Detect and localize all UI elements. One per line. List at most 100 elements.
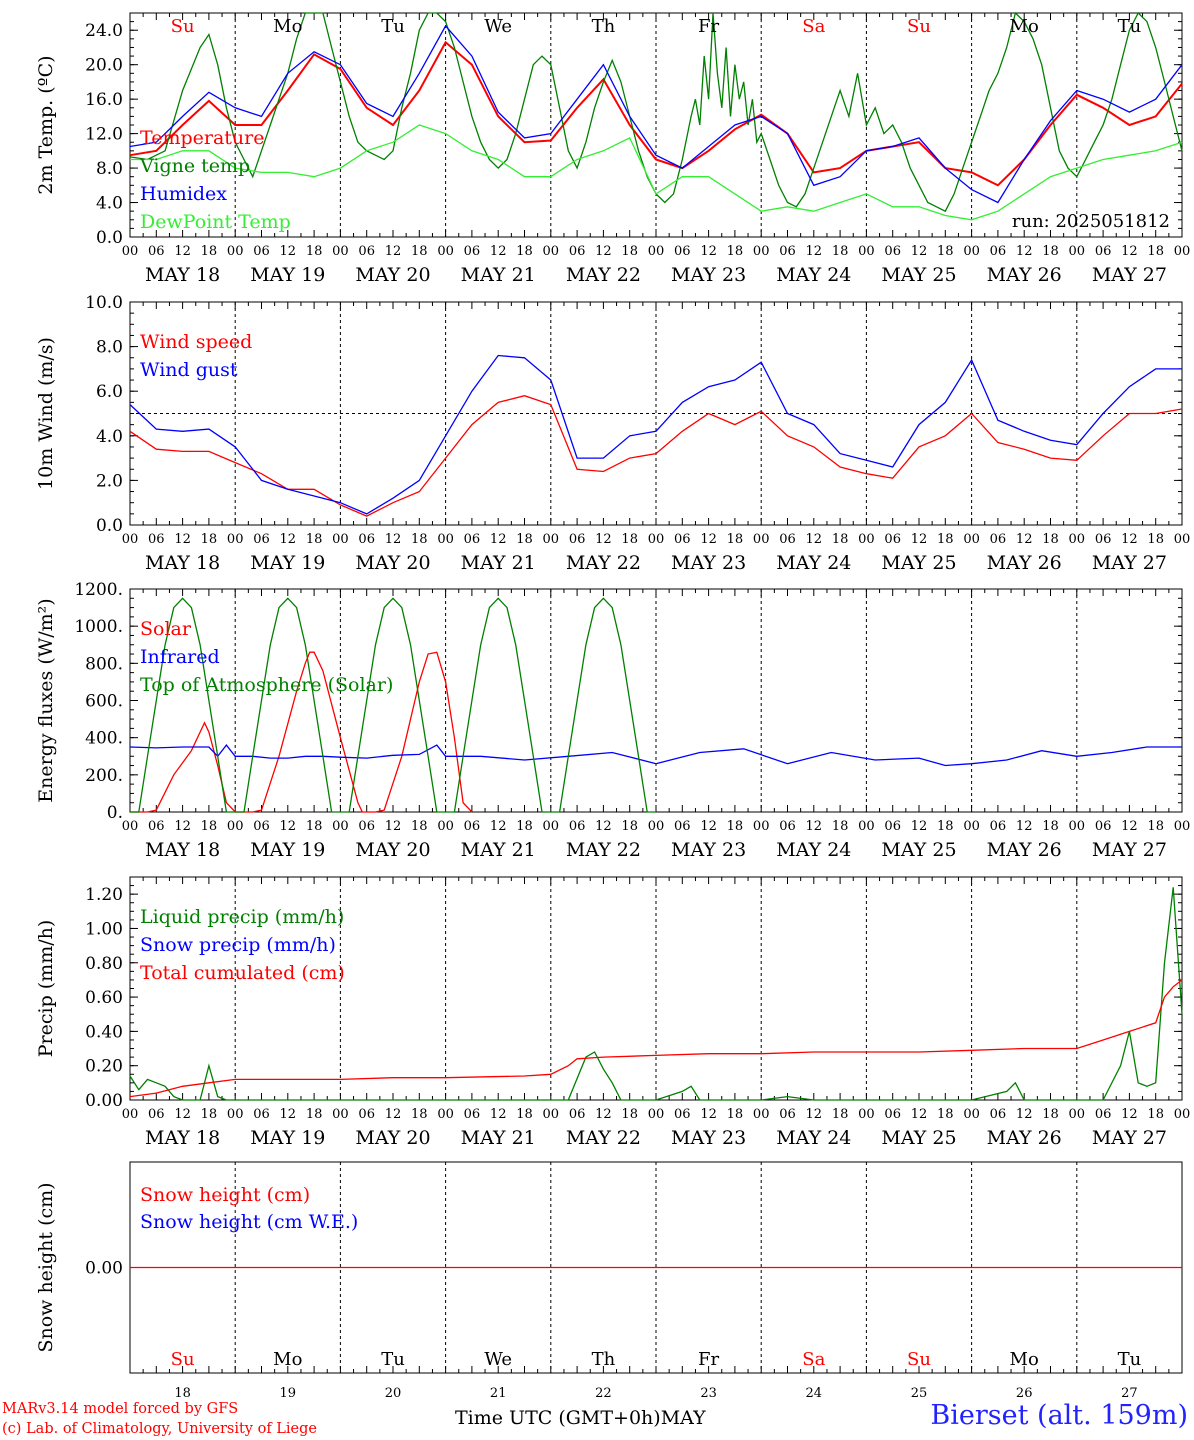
hour-tick-label: 06 [464,244,481,259]
date-label: MAY 27 [1092,1127,1167,1149]
hour-tick-label: 06 [884,532,901,547]
x-axis-month: MAY [660,1407,706,1429]
hour-tick-label: 18 [937,244,954,259]
weekday-label: Su [907,1349,931,1370]
date-number-label: 23 [700,1386,717,1401]
hour-tick-label: 18 [832,1107,849,1122]
legend-entry: Humidex [140,183,227,205]
hour-tick-label: 12 [700,532,717,547]
date-label: MAY 19 [250,552,325,574]
hour-tick-label: 00 [332,1107,349,1122]
hour-tick-label: 06 [674,532,691,547]
station-name: Bierset (alt. 159m) [930,1400,1188,1431]
weekday-label: Tu [1118,16,1142,37]
date-label: MAY 24 [776,264,851,286]
hour-tick-label: 18 [516,1107,533,1122]
y-tick-label: 1.00 [85,919,123,939]
hour-tick-label: 18 [1042,532,1059,547]
hour-tick-label: 06 [253,532,270,547]
hour-tick-label: 00 [1069,819,1086,834]
hour-tick-label: 06 [148,819,165,834]
hour-tick-label: 00 [227,532,244,547]
hour-tick-label: 12 [806,532,823,547]
hour-tick-label: 00 [332,532,349,547]
hour-tick-label: 06 [148,532,165,547]
hour-tick-label: 06 [884,819,901,834]
y-tick-label: 0.0 [96,516,123,536]
date-label: MAY 19 [250,839,325,861]
x-axis-label: Time UTC (GMT+0h)MAY [455,1407,706,1429]
date-number-label: 22 [595,1386,612,1401]
hour-tick-label: 06 [674,1107,691,1122]
y-axis-label: 10m Wind (m/s) [35,337,57,490]
hour-tick-label: 06 [569,819,586,834]
hour-tick-label: 06 [779,1107,796,1122]
weekday-label: Mo [273,16,302,37]
date-number-label: 19 [280,1386,297,1401]
hour-tick-label: 00 [858,532,875,547]
hour-tick-label: 18 [1147,532,1164,547]
date-number-label: 25 [911,1386,928,1401]
hour-tick-label: 18 [411,1107,428,1122]
hour-tick-label: 12 [700,244,717,259]
weekday-label: Su [171,1349,195,1370]
hour-tick-label: 12 [490,244,507,259]
date-label: MAY 22 [566,264,641,286]
hour-tick-label: 12 [806,244,823,259]
y-tick-label: 12.0 [85,125,123,145]
hour-tick-label: 12 [1121,1107,1138,1122]
hour-tick-label: 18 [1042,819,1059,834]
hour-tick-label: 06 [990,532,1007,547]
hour-tick-label: 12 [595,244,612,259]
date-label: MAY 21 [461,1127,536,1149]
hour-tick-label: 18 [937,819,954,834]
hour-tick-label: 18 [832,244,849,259]
date-label: MAY 22 [566,839,641,861]
y-tick-label: 1200. [74,580,123,600]
hour-tick-label: 00 [1174,1107,1191,1122]
hour-tick-label: 06 [358,819,375,834]
hour-tick-label: 00 [963,819,980,834]
series-line [130,597,656,813]
date-label: MAY 25 [881,552,956,574]
hour-tick-label: 18 [1042,1107,1059,1122]
series-line [130,651,473,813]
hour-tick-label: 18 [727,244,744,259]
panel-2: 0.0 2.0 4.0 6.0 8.0 10.0 10m Wind (m/s) Wind sp… [35,293,1190,574]
hour-tick-label: 06 [779,532,796,547]
y-tick-label: 4.0 [96,194,123,214]
hour-tick-label: 00 [227,244,244,259]
hour-tick-label: 12 [1016,532,1033,547]
y-tick-label: 8.0 [96,338,123,358]
weekday-label: Mo [1010,16,1039,37]
hour-tick-label: 00 [963,532,980,547]
weekday-label: Tu [1118,1349,1142,1370]
y-axis-label: Precip (mm/h) [35,920,57,1058]
hour-tick-label: 12 [174,244,191,259]
legend-entry: Wind speed [140,331,252,353]
series-line [129,40,1183,187]
hour-tick-label: 12 [385,1107,402,1122]
hour-tick-label: 06 [253,1107,270,1122]
hour-tick-label: 00 [648,1107,665,1122]
hour-tick-label: 00 [437,1107,454,1122]
hour-tick-label: 00 [858,244,875,259]
date-label: MAY 25 [881,1127,956,1149]
hour-tick-label: 18 [1147,1107,1164,1122]
weekday-label: Sa [802,16,825,37]
weekday-label: Mo [1010,1349,1039,1370]
y-tick-label: 24.0 [85,21,123,41]
hour-tick-label: 00 [648,532,665,547]
weekday-label: We [484,1349,512,1370]
hour-tick-label: 12 [280,1107,297,1122]
date-label: MAY 22 [566,552,641,574]
date-number-label: 18 [174,1386,191,1401]
hour-tick-label: 12 [280,532,297,547]
y-tick-label: 0.20 [85,1057,123,1077]
legend-entry: Infrared [140,646,220,668]
legend-entry: Temperature [140,127,264,149]
date-label: MAY 19 [250,1127,325,1149]
hour-tick-label: 18 [621,244,638,259]
hour-tick-label: 06 [1095,819,1112,834]
